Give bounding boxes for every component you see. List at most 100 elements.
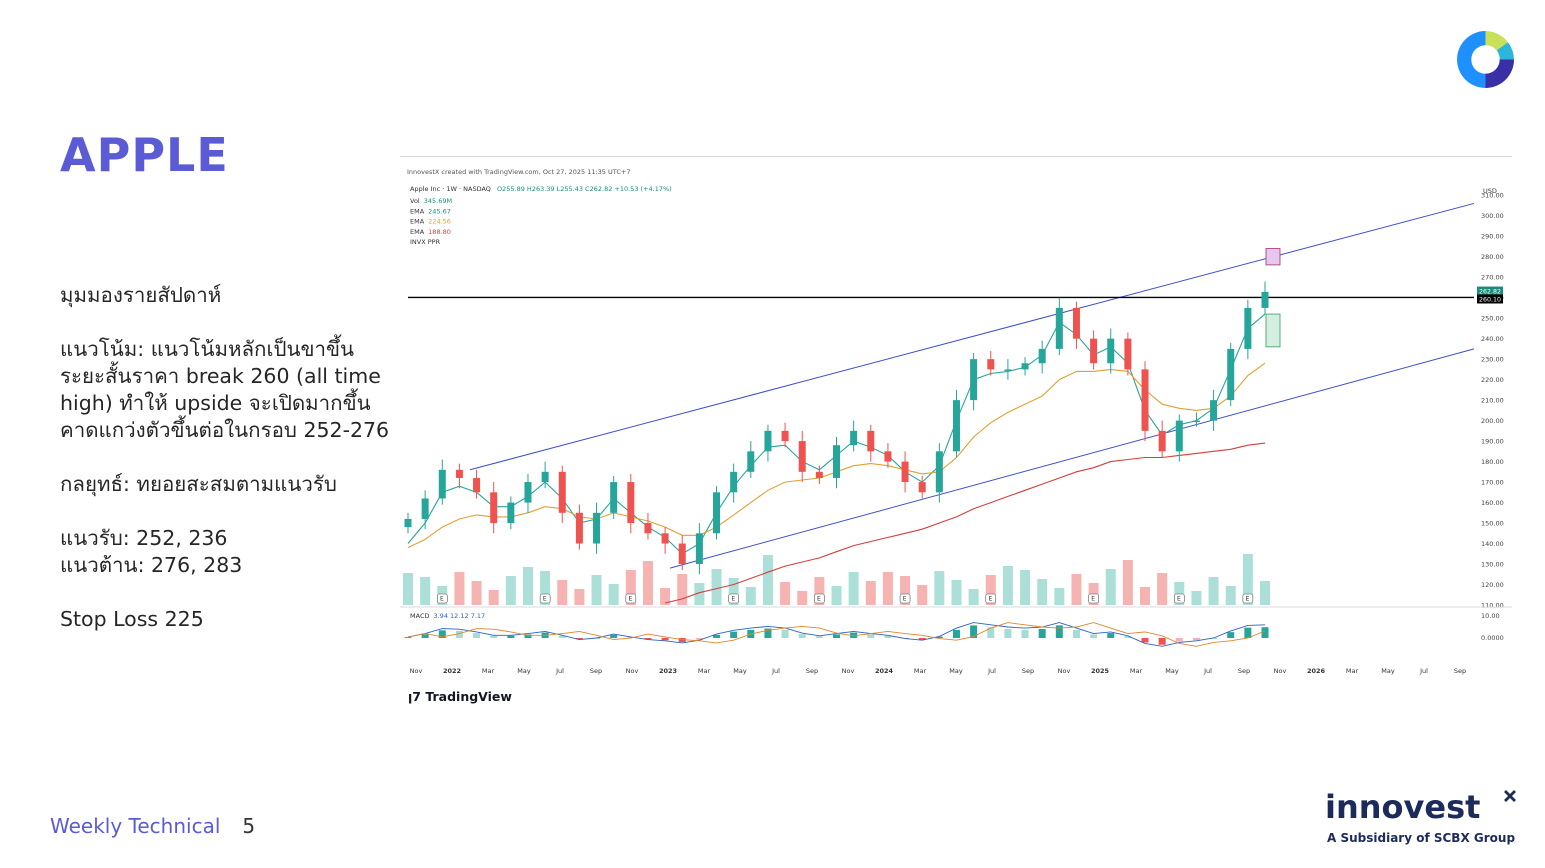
candle-body <box>404 518 412 528</box>
candle-body <box>987 359 995 370</box>
slide-title: APPLE <box>60 128 229 182</box>
price-tick-label: 270.00 <box>1481 274 1504 282</box>
indicator-legend-item: EMA 224.56 <box>410 218 451 226</box>
macd-histogram-bar <box>918 638 926 640</box>
volume-bar <box>1037 579 1048 605</box>
candle-body <box>935 451 943 493</box>
candle-body <box>730 471 738 493</box>
indicator-legend-item: Vol 345.69M <box>410 197 452 205</box>
macd-histogram-bar <box>1107 633 1115 638</box>
candle-body <box>815 471 823 478</box>
macd-histogram-bar <box>507 635 515 638</box>
candle-body <box>438 469 446 499</box>
brand-subtitle: A Subsidiary of SCBX Group <box>1327 831 1516 845</box>
candle-body <box>593 512 601 544</box>
candle-body <box>610 482 618 513</box>
candle-body <box>850 430 858 446</box>
macd-title: MACD 3.94 12.12 7.17 <box>410 612 485 620</box>
candle-body <box>901 461 909 483</box>
volume-bar <box>557 580 568 605</box>
macd-histogram-bar <box>1090 634 1098 638</box>
macd-histogram-bar <box>833 634 840 638</box>
candle-body <box>1072 307 1080 339</box>
macd-histogram-bar <box>1244 627 1252 638</box>
level-price-label: 260.10 <box>1479 296 1501 303</box>
analysis-text: มุมมองรายสัปดาห์ แนวโน้ม: แนวโน้มหลักเป็… <box>60 282 395 660</box>
macd-tick-label: 10.00 <box>1481 612 1500 620</box>
time-axis-label: 2025 <box>1091 667 1110 675</box>
indicator-legend-item: EMA 188.80 <box>410 228 451 236</box>
volume-bar <box>900 576 911 605</box>
volume-bar <box>420 577 431 605</box>
candle-body <box>1021 363 1029 370</box>
candle-body <box>884 451 892 462</box>
candle-body <box>421 498 429 519</box>
macd-histogram-bar <box>1021 629 1029 638</box>
price-tick-label: 180.00 <box>1481 458 1504 466</box>
candle-body <box>747 451 755 472</box>
candle-body <box>1004 369 1012 371</box>
macd-histogram-bar <box>524 634 532 638</box>
time-axis-label: 2023 <box>659 667 677 675</box>
volume-bar <box>471 581 482 605</box>
macd-histogram-bar <box>764 628 772 638</box>
volume-bar <box>694 583 705 605</box>
macd-histogram-bar <box>867 634 875 638</box>
price-tick-label: 210.00 <box>1481 397 1504 405</box>
time-axis-label: May <box>1165 667 1179 675</box>
tradingview-logo-mark: ꞁ7 <box>408 689 426 704</box>
earnings-marker-label: E <box>731 596 735 603</box>
earnings-marker-label: E <box>1091 596 1095 603</box>
macd-line <box>407 622 1266 647</box>
price-tick-label: 130.00 <box>1481 561 1504 569</box>
upper-channel-line <box>469 202 1475 471</box>
volume-bar <box>745 587 756 605</box>
macd-histogram-bar <box>421 634 429 638</box>
volume-bar <box>677 574 688 605</box>
candle-body <box>1038 348 1046 364</box>
last-price-badge <box>1477 286 1503 296</box>
logo-ring-segment-cyan <box>1496 42 1514 60</box>
time-axis-label: May <box>517 667 531 675</box>
macd-histogram-bar <box>1072 629 1080 638</box>
earnings-marker-label: E <box>1246 596 1250 603</box>
time-axis-label: Jul <box>1419 667 1428 675</box>
time-axis-label: Jul <box>771 667 780 675</box>
candle-body <box>833 445 840 478</box>
volume-bar <box>403 573 413 605</box>
macd-histogram-bar <box>404 637 412 638</box>
volume-bar <box>762 555 773 605</box>
candle-body <box>1210 400 1218 421</box>
candle-body <box>473 477 481 493</box>
logo-ring-segment-purple <box>1485 59 1514 88</box>
volume-bar <box>1002 566 1013 605</box>
time-axis-label: 2022 <box>443 667 461 675</box>
macd-histogram-bar <box>1175 638 1183 642</box>
candle-body <box>558 471 566 513</box>
candle-body <box>1055 307 1063 349</box>
volume-bar <box>1208 577 1219 605</box>
macd-histogram-bar <box>610 634 618 638</box>
volume-bar <box>625 570 636 605</box>
ema-fast-line <box>407 313 1266 555</box>
earnings-marker <box>728 593 739 604</box>
volume-bar <box>831 586 842 605</box>
volume-bar <box>951 580 962 605</box>
indicator-legend-item: INVX PPR <box>410 238 441 246</box>
macd-histogram-bar <box>661 638 669 641</box>
time-axis-label: May <box>733 667 747 675</box>
macd-histogram-bar <box>438 630 446 638</box>
time-axis-label: Mar <box>1130 667 1143 675</box>
price-tick-label: 170.00 <box>1481 479 1504 487</box>
macd-histogram-bar <box>1227 632 1235 638</box>
paragraph-support: แนวรับ: 252, 236 <box>60 526 228 550</box>
price-tick-label: 140.00 <box>1481 540 1504 548</box>
macd-histogram-bar <box>455 630 463 638</box>
candle-body <box>627 482 635 524</box>
macd-histogram-bar <box>798 633 806 638</box>
volume-bar <box>1122 560 1133 605</box>
candle-body <box>918 482 926 493</box>
brand-x-icon <box>1504 790 1516 802</box>
lower-channel-line <box>669 348 1475 569</box>
volume-bar <box>608 584 619 605</box>
